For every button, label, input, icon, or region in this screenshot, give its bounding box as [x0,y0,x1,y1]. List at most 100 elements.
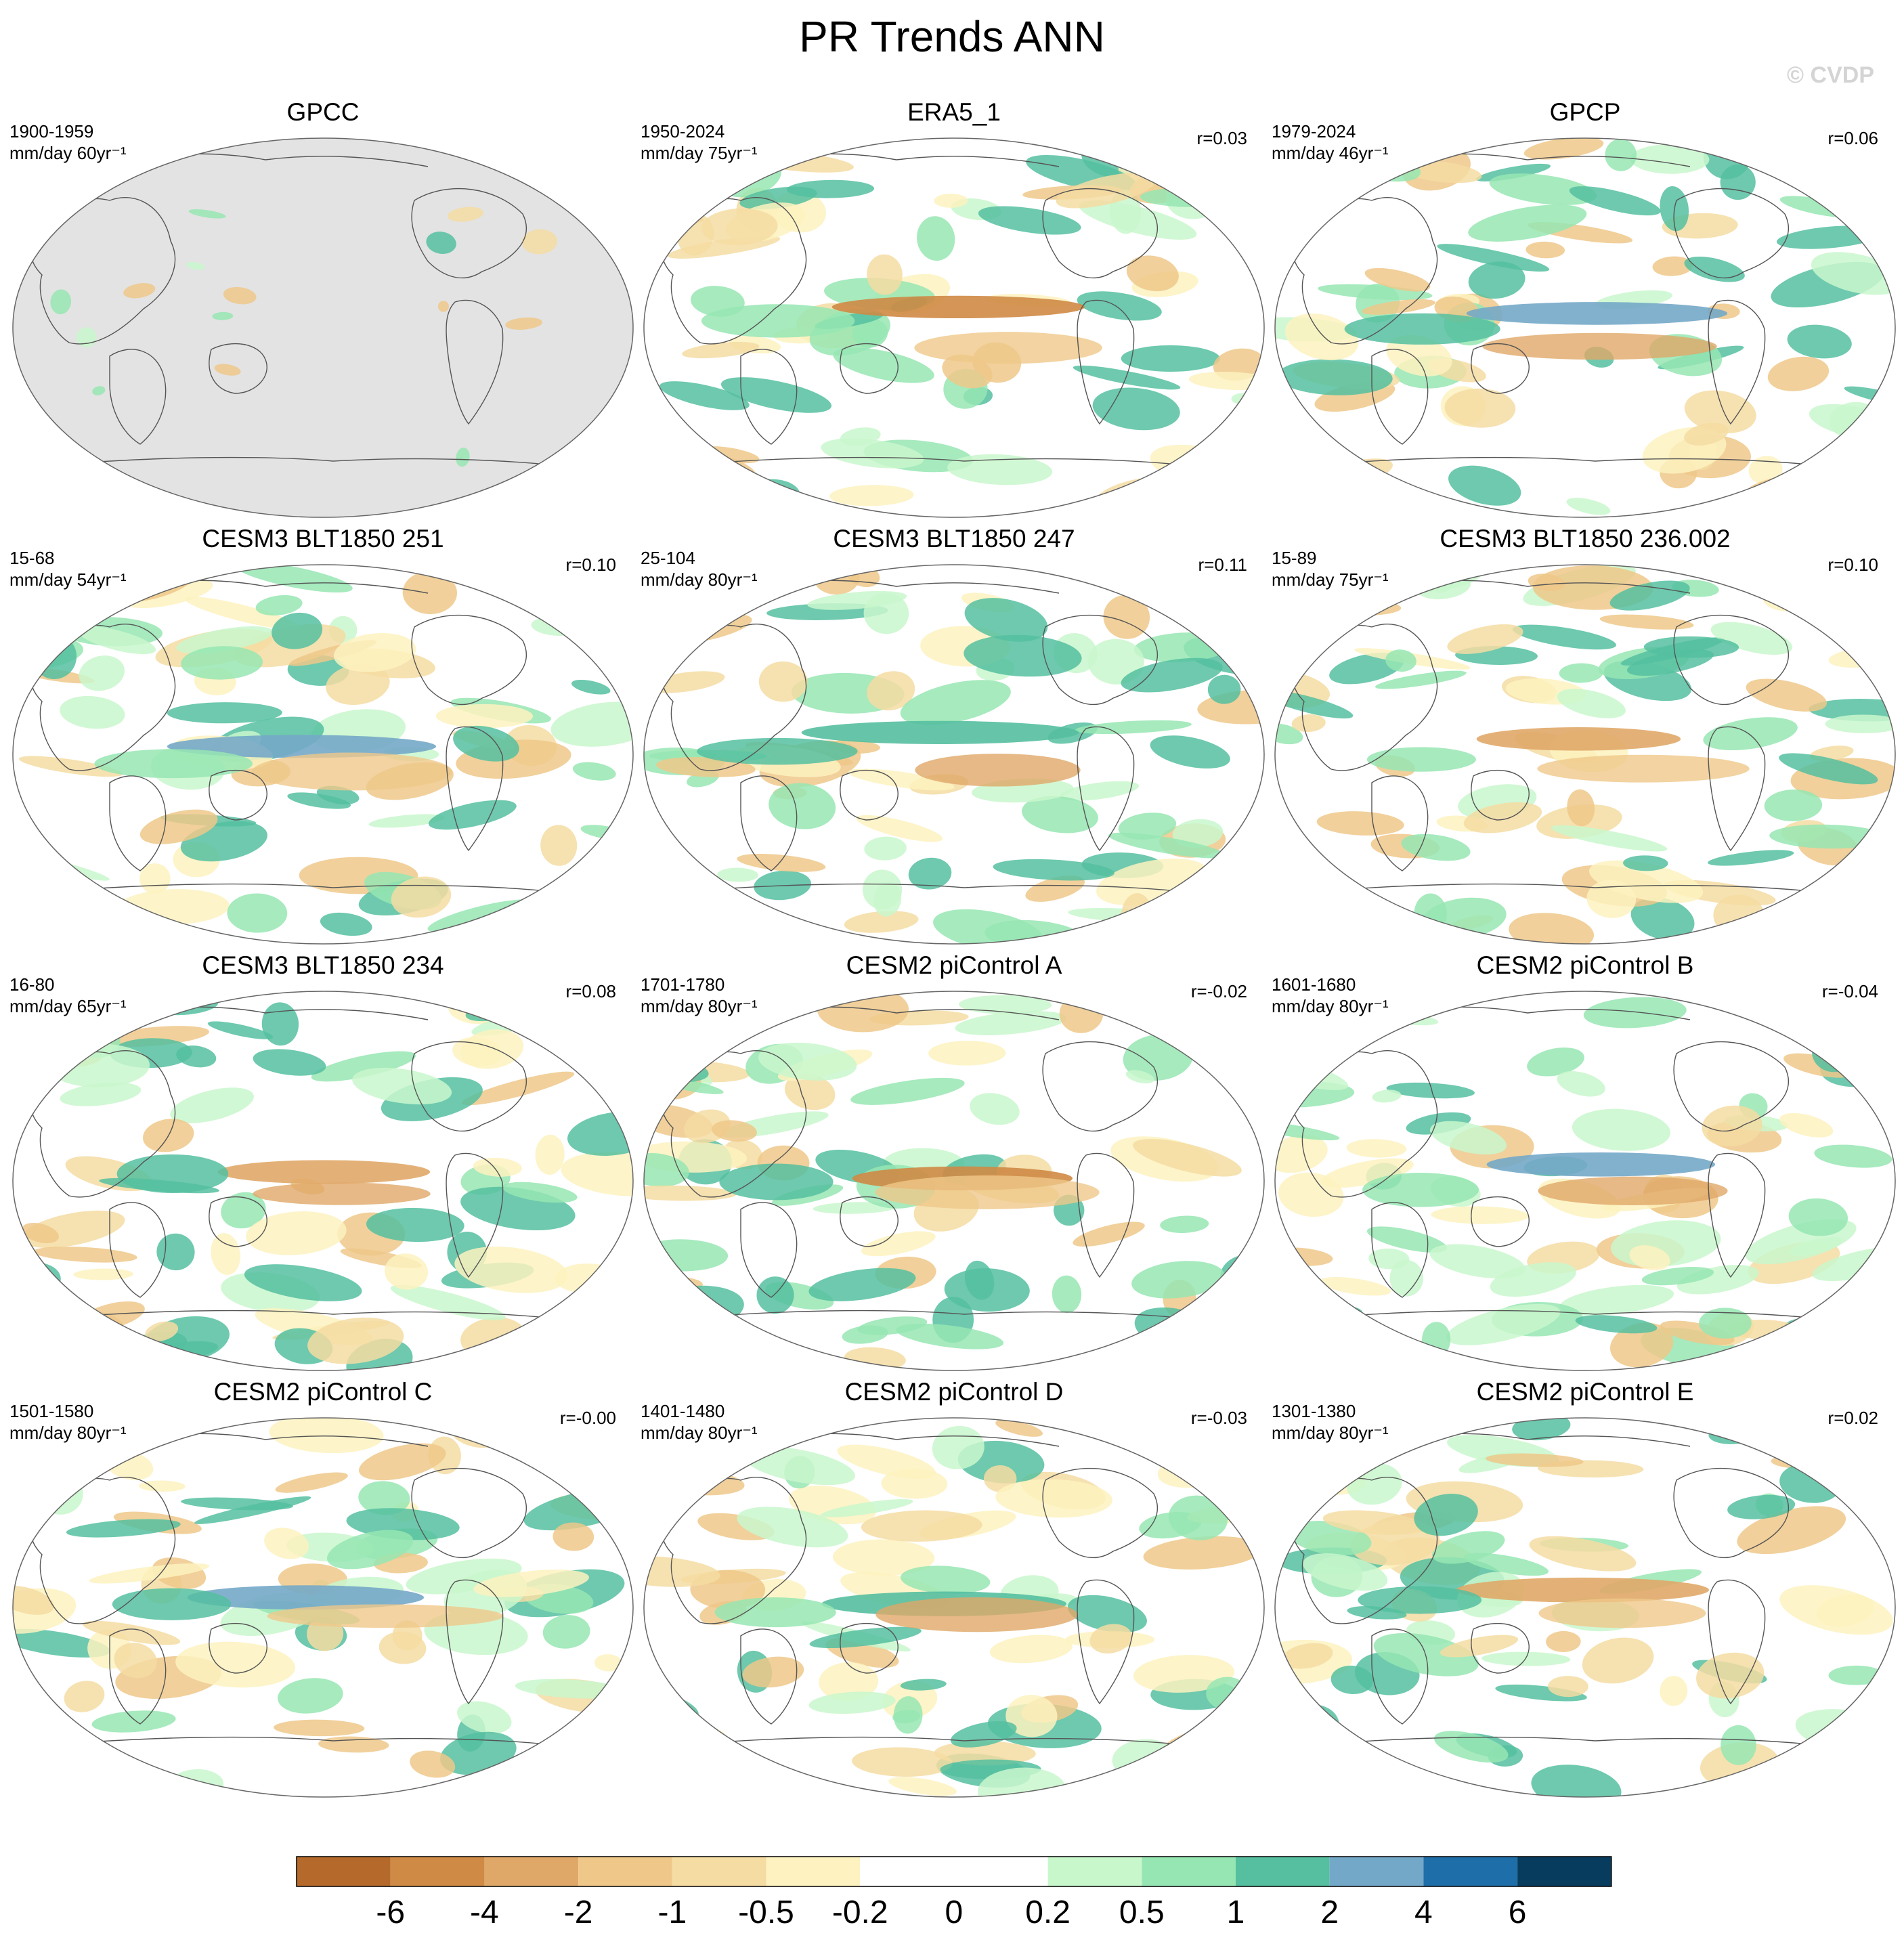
colorbar-tick-label: 0 [945,1895,964,1930]
panel-units: mm/day 75yr⁻¹ [1272,569,1389,590]
panel-title: GPCP [1549,98,1621,126]
panel-title: CESM3 BLT1850 236.002 [1440,525,1731,553]
map-panel: GPCP 1979-2024 mm/day 46yr⁻¹ r=0.06 [1270,98,1900,534]
panel-period: 1301-1380 [1272,1401,1356,1421]
coastlines [30,153,578,469]
panel-period: 25-104 [641,548,695,568]
coastlines [661,1433,1209,1748]
panel-correlation: r=-0.03 [1190,1408,1247,1428]
robinson-map [643,1417,1265,1798]
panel-correlation: r=0.06 [1827,128,1878,148]
panel-period: 15-89 [1272,548,1317,568]
colorbar-box [672,1857,766,1886]
panel-correlation: r=0.10 [565,555,616,575]
panel-period: 1701-1780 [641,974,725,995]
panel-correlation: r=-0.00 [559,1408,616,1428]
map-outline [1274,1417,1896,1798]
panel-correlation: r=0.10 [1827,555,1878,575]
map-outline [12,991,634,1371]
map-panel: CESM2 piControl D 1401-1480 mm/day 80yr⁻¹ r… [639,1378,1269,1813]
map-panel: CESM3 BLT1850 251 15-68 mm/day 54yr⁻¹ r=0.1… [8,525,638,960]
panel-title: CESM3 BLT1850 247 [833,525,1075,553]
robinson-map [1274,1417,1896,1798]
map-outline [1274,991,1896,1371]
panel-period: 1601-1680 [1272,974,1356,995]
colorbar-box [297,1857,391,1886]
panel-units: mm/day 75yr⁻¹ [641,143,758,163]
colorbar-tick-label: 4 [1414,1895,1433,1930]
panel-units: mm/day 80yr⁻¹ [1272,1423,1389,1443]
map-panel: CESM2 piControl B 1601-1680 mm/day 80yr⁻¹ r… [1270,951,1900,1387]
panel-units: mm/day 80yr⁻¹ [641,996,758,1016]
map-background [13,138,633,517]
map-outline [12,564,634,945]
colorbar-tick-label: 0.2 [1025,1895,1070,1930]
colorbar-tick-label: -0.2 [832,1895,888,1930]
colorbar-box [1142,1857,1236,1886]
panel-title: CESM2 piControl A [846,951,1062,979]
map-outline [643,564,1265,945]
colorbar-tick-label: -2 [564,1895,593,1930]
panel-correlation: r=0.11 [1198,555,1247,575]
colorbar-box [578,1857,672,1886]
panel-title: CESM2 piControl E [1476,1378,1694,1406]
coastlines [661,1006,1209,1322]
map-panel: ERA5_1 1950-2024 mm/day 75yr⁻¹ r=0.03 [639,98,1269,534]
robinson-map [12,564,634,945]
cvdp-watermark: © CVDP [1787,62,1874,88]
panel-units: mm/day 65yr⁻¹ [9,996,127,1016]
colorbar-box [1423,1857,1518,1886]
panel-units: mm/day 60yr⁻¹ [9,143,127,163]
panel-period: 1401-1480 [641,1401,725,1421]
robinson-map [1274,564,1896,945]
colorbar-tick-label: 6 [1509,1895,1527,1930]
panel-units: mm/day 54yr⁻¹ [9,569,127,590]
panel-title: CESM3 BLT1850 251 [202,525,444,553]
colorbar-box [953,1857,1048,1886]
panel-correlation: r=0.08 [565,981,616,1001]
colorbar-tick-label: 2 [1320,1895,1339,1930]
colorbar: -6 -4 -2 -1 -0.5 -0.2 0 0.2 0.5 1 2 4 6 [296,1856,1612,1930]
precip-trend-field [1275,995,1895,1368]
robinson-map [12,1417,634,1798]
colorbar-box [1236,1857,1330,1886]
map-outline [643,137,1265,518]
panel-units: mm/day 80yr⁻¹ [1272,996,1389,1016]
colorbar-box [1047,1857,1142,1886]
map-panel: CESM2 piControl C 1501-1580 mm/day 80yr⁻¹ r… [8,1378,638,1813]
robinson-map [643,991,1265,1371]
panel-title: ERA5_1 [907,98,1001,126]
coastlines [30,1433,578,1748]
robinson-map [1274,137,1896,518]
map-panel: CESM2 piControl A 1701-1780 mm/day 80yr⁻¹ r… [639,951,1269,1387]
panel-title: CESM2 piControl D [844,1378,1064,1406]
map-panel: GPCC 1900-1959 mm/day 60yr⁻¹ [8,98,638,534]
panel-units: mm/day 80yr⁻¹ [641,1423,758,1443]
panel-period: 16-80 [9,974,55,995]
colorbar-box [766,1857,861,1886]
panel-correlation: r=0.02 [1827,1408,1878,1428]
panel-title: CESM2 piControl B [1476,951,1694,979]
panel-period: 15-68 [9,548,55,568]
panel-period: 1501-1580 [9,1401,94,1421]
robinson-map [643,137,1265,518]
panel-period: 1979-2024 [1272,121,1356,142]
colorbar-tick-label: -4 [470,1895,499,1930]
panel-units: mm/day 80yr⁻¹ [641,569,758,590]
map-outline [1274,564,1896,945]
panel-period: 1950-2024 [641,121,725,142]
robinson-map [1274,991,1896,1371]
coastlines [661,153,1209,469]
robinson-map [12,137,634,518]
map-outline [643,1417,1265,1798]
panel-title: CESM3 BLT1850 234 [202,951,444,979]
map-panel: CESM3 BLT1850 247 25-104 mm/day 80yr⁻¹ r=0.… [639,525,1269,960]
panel-units: mm/day 46yr⁻¹ [1272,143,1389,163]
panel-period: 1900-1959 [9,121,94,142]
colorbar-box [860,1857,954,1886]
colorbar-tick-label: -1 [657,1895,687,1930]
map-panel: CESM3 BLT1850 236.002 15-89 mm/day 75yr⁻¹ r… [1270,525,1900,960]
coastlines [1292,1006,1840,1322]
map-outline [643,991,1265,1371]
robinson-map [643,564,1265,945]
